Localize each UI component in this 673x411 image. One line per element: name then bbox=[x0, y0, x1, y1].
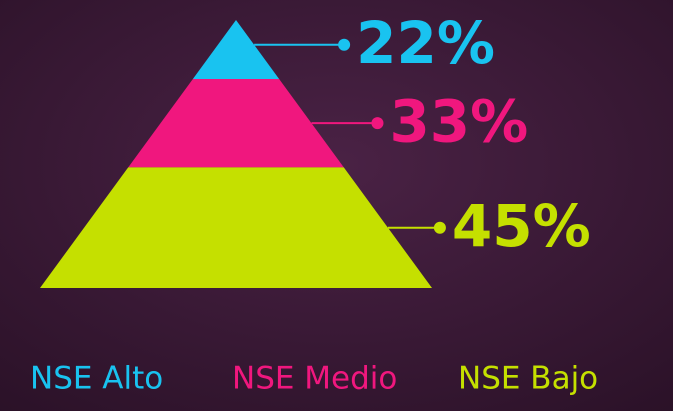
legend-label: NSE Alto bbox=[30, 361, 163, 397]
value-label: 45% bbox=[452, 192, 591, 260]
connector-dot bbox=[338, 39, 350, 51]
connector-dot bbox=[371, 117, 383, 129]
legend-label: NSE Bajo bbox=[458, 361, 598, 397]
legend-label: NSE Medio bbox=[232, 361, 397, 397]
legend: NSE Alto NSE Medio NSE Bajo bbox=[30, 361, 598, 397]
value-label: 33% bbox=[389, 87, 528, 155]
value-label: 22% bbox=[356, 9, 495, 77]
chart: 22% 33% 45% NSE Alto NSE Medio NSE Bajo bbox=[0, 0, 673, 411]
connector-dot bbox=[434, 222, 446, 234]
